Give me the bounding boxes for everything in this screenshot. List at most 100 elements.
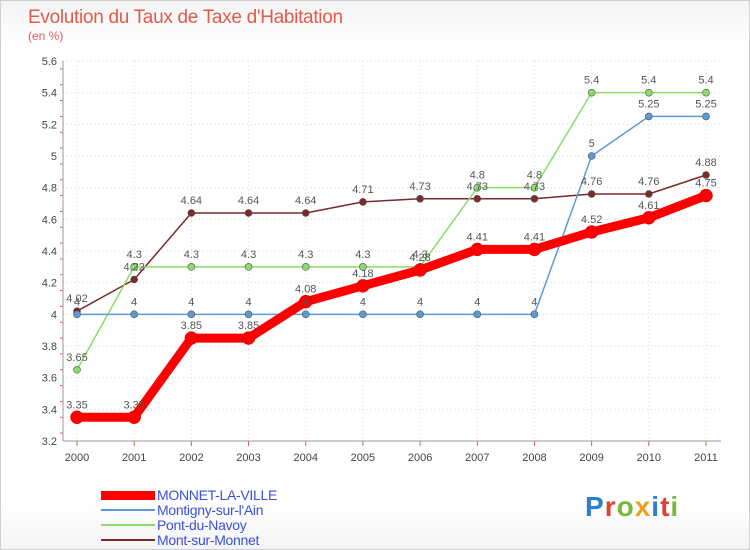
data-point [130,275,138,284]
data-point [587,190,596,198]
legend-swatch-3 [101,539,155,541]
y-tick-label: 4.4 [42,246,57,258]
x-tick-label: 2007 [465,452,489,464]
data-point [530,310,539,319]
data-label: 4.18 [352,268,373,280]
data-label: 5 [589,138,595,150]
data-label: 4.3 [127,249,142,261]
data-label: 4.64 [181,195,202,207]
data-label: 4.75 [695,178,716,190]
data-point [301,310,310,319]
data-label: 4.71 [352,184,373,196]
data-point [645,88,653,97]
data-label: 4.73 [524,181,545,193]
data-point [298,294,313,309]
data-label: 4.08 [295,284,316,296]
data-label: 4 [131,296,137,308]
y-tick-label: 5.2 [42,119,57,131]
data-label: 4.3 [412,249,427,261]
data-label: 3.65 [66,352,87,364]
chart-title: Evolution du Taux de Taxe d'Habitation [28,7,343,28]
data-point [470,242,485,257]
data-label: 5.25 [638,98,659,110]
data-label: 4.61 [638,200,659,212]
data-label: 4 [417,296,423,308]
legend-label: Montigny-sur-l'Ain [157,502,264,518]
proxiti-logo: Proxiti [585,491,680,522]
data-point [530,194,539,203]
data-label: 4.8 [527,170,542,182]
legend-item-montigny-sur-lain: Montigny-sur-l'Ain [101,502,264,518]
legend-item-pont-du-navoy: Pont-du-Navoy [101,517,247,533]
data-label: 5.4 [641,75,656,87]
data-label: 4 [74,296,80,308]
data-label: 4.3 [184,249,199,261]
data-point [530,183,539,192]
x-tick-label: 2010 [637,452,661,464]
legend-swatch-1 [101,509,155,511]
data-label: 5.25 [695,98,716,110]
y-tick-label: 4 [51,309,57,321]
legend-label: MONNET-LA-VILLE [157,487,277,503]
data-point [413,263,427,277]
line-chart: 3.2 3.4 3.6 3.8 4 4.2 4.4 4.6 4.8 5 5.2 5.4 5.6 2000 2… [42,56,721,464]
data-point [127,410,141,424]
data-point [241,331,256,345]
x-tick-label: 2011 [694,452,718,464]
data-point [527,242,542,257]
y-tick-label: 3.8 [42,341,57,353]
legend-item-monnet-la-ville: MONNET-LA-VILLE [101,487,277,503]
x-tick-label: 2003 [236,452,260,464]
data-point [359,263,367,271]
x-tick-label: 2002 [179,452,203,464]
legend-swatch-2 [101,524,155,526]
data-point [702,112,710,121]
data-point [642,211,656,225]
data-point [359,310,367,319]
data-label: 4.52 [581,214,602,226]
x-tick-label: 2005 [351,452,375,464]
data-label: 4 [245,296,251,308]
data-label: 3.85 [238,320,259,332]
x-tick-label: 2001 [122,452,146,464]
series-line-1 [77,115,706,316]
x-tick-label: 2006 [408,452,432,464]
data-label: 4.73 [409,181,430,193]
y-tick-label: 3.2 [42,436,57,448]
data-point [244,209,253,217]
y-tick-label: 4.8 [42,183,57,195]
series-line-3 [76,174,707,312]
data-label: 3.35 [123,399,144,411]
unit-label: (en %) [28,29,64,43]
y-tick-label: 5.4 [42,88,57,100]
data-label: 5.4 [698,75,713,87]
data-point [130,263,138,271]
data-label: 4 [474,296,480,308]
data-point [187,310,196,319]
y-tick-label: 4.2 [42,278,57,290]
data-point [473,183,482,192]
data-point [473,194,482,203]
y-tick-label: 5.6 [42,56,57,68]
data-point [73,365,81,374]
y-tick-label: 4.6 [42,214,57,226]
data-point [130,310,138,319]
data-point [702,88,710,97]
x-tick-label: 2008 [522,452,546,464]
data-label: 4.28 [409,252,430,264]
data-point [416,194,424,203]
data-point [699,188,713,203]
data-label: 4 [188,296,194,308]
data-point [584,225,599,239]
data-label: 3.85 [181,320,202,332]
data-point [187,209,196,217]
y-tick-label: 5 [51,151,57,163]
data-label: 4.64 [295,195,316,207]
series-line-0 [77,191,708,422]
data-label: 4.64 [238,195,259,207]
data-label: 4.41 [524,231,545,243]
legend-label: Mont-sur-Monnet [157,532,260,548]
data-point [184,331,199,345]
data-point [301,263,310,271]
